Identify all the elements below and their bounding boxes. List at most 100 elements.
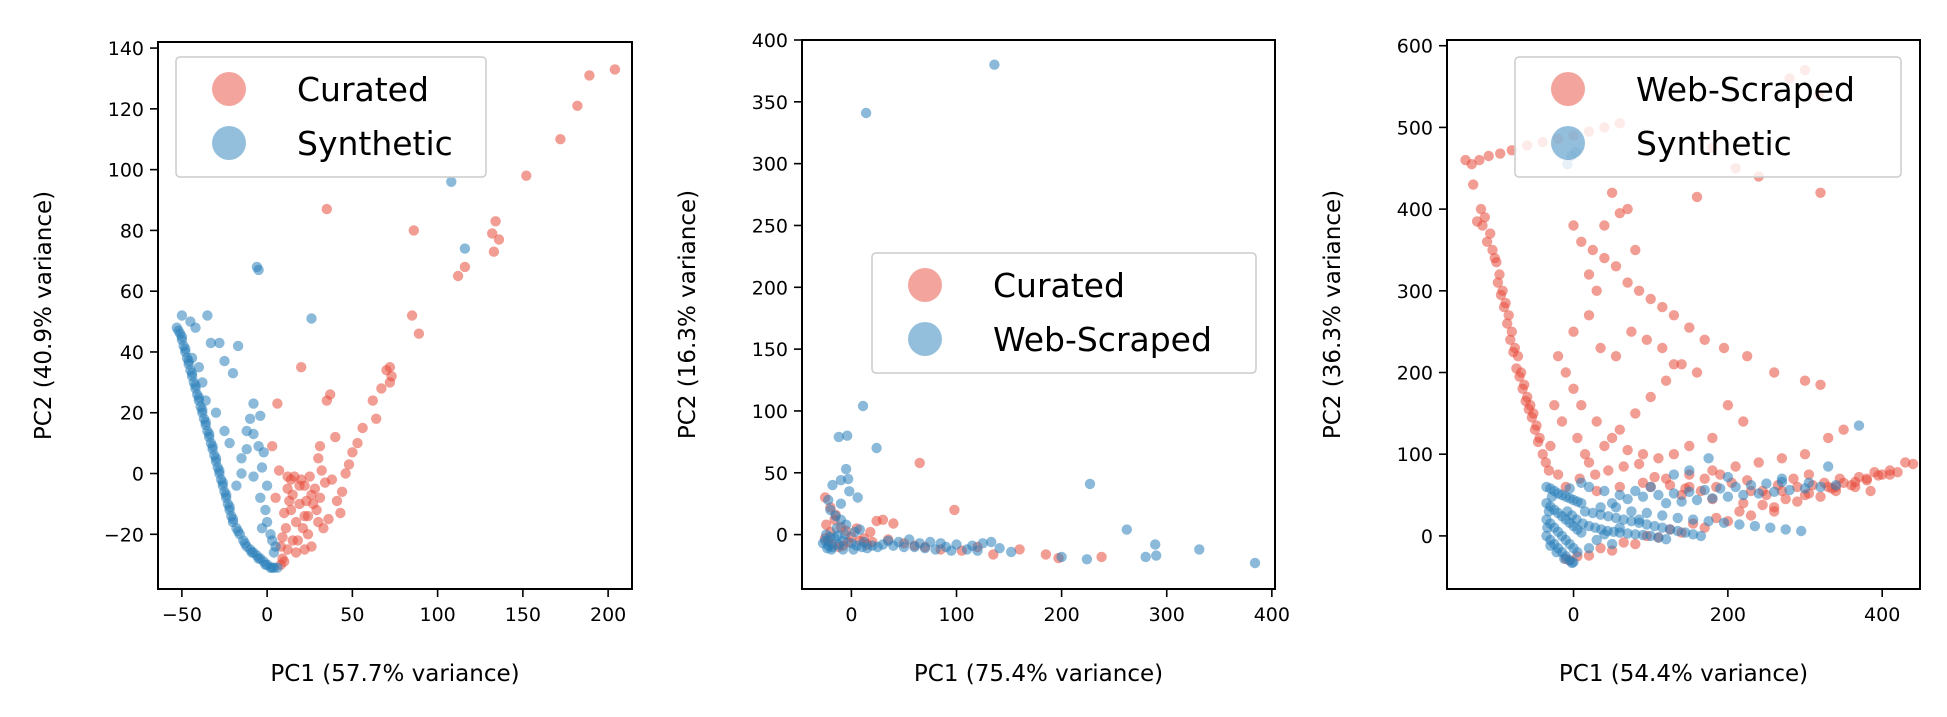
data-point: [210, 407, 222, 418]
data-point: [1699, 473, 1710, 484]
data-points: [171, 64, 621, 573]
data-point: [1676, 359, 1687, 370]
data-point: [279, 556, 290, 567]
data-point: [860, 107, 872, 119]
y-tick-label: 200: [1397, 363, 1433, 385]
data-point: [1006, 546, 1017, 558]
data-point: [272, 398, 283, 409]
data-point: [1668, 469, 1680, 480]
data-point: [1466, 159, 1477, 170]
data-point: [367, 395, 378, 406]
data-point: [1489, 252, 1501, 264]
data-point: [1765, 522, 1776, 533]
data-point: [1776, 453, 1788, 464]
data-point: [261, 480, 273, 491]
data-point: [1753, 457, 1764, 468]
data-point: [273, 465, 285, 476]
data-point: [180, 343, 191, 355]
legend-box: [175, 56, 487, 178]
data-point: [323, 513, 334, 525]
data-point: [1684, 322, 1695, 333]
data-point: [260, 504, 271, 516]
data-point: [1502, 318, 1513, 329]
data-point: [1830, 480, 1842, 491]
data-point: [282, 544, 293, 555]
data-point: [1545, 540, 1556, 551]
data-point: [193, 362, 205, 373]
data-point: [1591, 416, 1602, 427]
data-point: [253, 553, 264, 564]
data-point: [316, 465, 327, 476]
y-tick-label: 0: [132, 464, 144, 486]
data-point: [1900, 457, 1911, 468]
legend: Curated Web-Scraped: [871, 252, 1257, 374]
data-point: [1742, 351, 1753, 362]
data-point: [1595, 342, 1606, 354]
x-tick-label: 50: [340, 604, 364, 626]
legend: Web-Scraped Synthetic: [1514, 56, 1902, 178]
data-point: [1618, 461, 1629, 472]
data-point: [1672, 512, 1683, 524]
data-point: [294, 480, 305, 491]
data-point: [1506, 326, 1518, 337]
x-tick-label: 200: [590, 604, 626, 626]
data-point: [371, 413, 382, 424]
y-tick-label: 200: [752, 277, 788, 299]
data-point: [842, 430, 853, 441]
x-tick-label: −50: [162, 604, 202, 626]
data-point: [306, 313, 317, 324]
data-point: [246, 547, 257, 558]
data-point: [925, 536, 936, 548]
x-tick-label: 100: [938, 604, 974, 626]
data-point: [331, 495, 343, 507]
data-point: [314, 492, 326, 503]
data-point: [258, 447, 269, 458]
data-point: [1537, 449, 1548, 460]
data-point: [854, 524, 865, 535]
data-point: [1734, 506, 1745, 517]
data-point: [200, 416, 211, 428]
data-point: [384, 377, 396, 388]
data-point: [935, 538, 946, 549]
x-tick-label: 400: [1864, 604, 1900, 626]
data-point: [1707, 465, 1718, 476]
data-point: [224, 437, 235, 449]
data-point: [1505, 334, 1516, 345]
data-point: [1566, 557, 1578, 569]
data-point: [852, 492, 863, 503]
data-point: [1121, 524, 1133, 535]
data-point: [413, 328, 425, 339]
legend-label: Synthetic: [1636, 124, 1792, 163]
data-point: [493, 234, 505, 245]
data-point: [1691, 494, 1703, 506]
data-point: [555, 134, 566, 145]
data-point: [1150, 539, 1161, 550]
data-point: [340, 468, 351, 479]
data-point: [1630, 485, 1641, 497]
data-point: [408, 225, 419, 236]
data-point: [1707, 493, 1718, 504]
data-point: [1815, 379, 1826, 390]
y-tick-label: 150: [752, 339, 788, 361]
data-point: [1695, 530, 1707, 542]
data-point: [1545, 440, 1556, 452]
data-point: [1838, 424, 1849, 435]
y-axis-label: PC2 (40.9% variance): [31, 191, 57, 440]
data-point: [1769, 486, 1780, 497]
data-point: [883, 535, 894, 546]
data-point: [893, 536, 904, 548]
y-tick-label: 50: [764, 463, 788, 485]
data-point: [1792, 496, 1803, 507]
data-point: [1481, 236, 1493, 247]
y-tick-label: 120: [108, 99, 144, 121]
scatter-panel-1: −50 0 50 100 150 200 −20 0 20 40 60 80 100 120 140 PC1 …: [31, 38, 633, 687]
data-point: [1591, 485, 1602, 497]
data-point: [1568, 383, 1579, 394]
data-point: [207, 441, 218, 452]
y-tick-label: 100: [1397, 444, 1433, 466]
data-point: [1861, 475, 1873, 486]
data-point: [840, 463, 852, 475]
data-point: [1614, 208, 1626, 219]
data-point: [321, 203, 332, 215]
data-point: [1599, 485, 1610, 497]
